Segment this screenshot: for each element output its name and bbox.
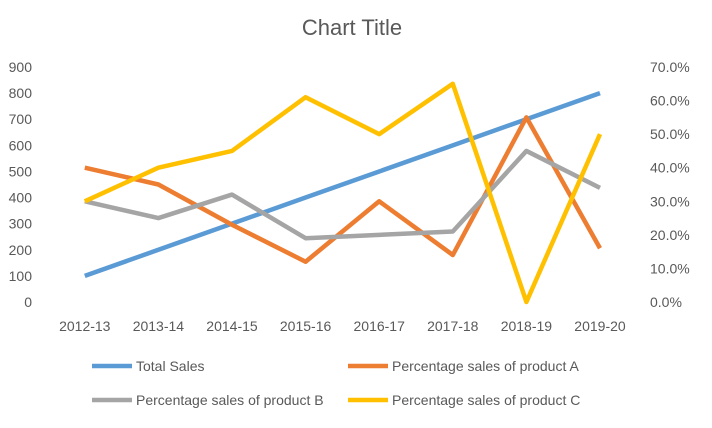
- x-tick-label: 2015-16: [280, 318, 332, 334]
- y-right-tick-label: 40.0%: [650, 160, 690, 176]
- x-tick-label: 2018-19: [501, 318, 553, 334]
- y-right-tick-label: 20.0%: [650, 227, 690, 243]
- legend-item: Total Sales: [92, 358, 204, 374]
- y-left-tick-label: 200: [9, 242, 33, 258]
- y-left-tick-label: 400: [9, 190, 33, 206]
- legend-label: Percentage sales of product A: [392, 358, 579, 374]
- y-right-tick-label: 30.0%: [650, 193, 690, 209]
- y-left-tick-label: 300: [9, 216, 33, 232]
- chart-title: Chart Title: [302, 15, 402, 40]
- y-right-tick-label: 0.0%: [650, 294, 682, 310]
- legend-label: Percentage sales of product C: [392, 392, 580, 408]
- legend-item: Percentage sales of product C: [348, 392, 580, 408]
- y-right-tick-label: 70.0%: [650, 59, 690, 75]
- y-left-tick-label: 700: [9, 111, 33, 127]
- legend-item: Percentage sales of product B: [92, 392, 324, 408]
- x-tick-label: 2012-13: [59, 318, 111, 334]
- y-left-tick-label: 600: [9, 137, 33, 153]
- legend-item: Percentage sales of product A: [348, 358, 579, 374]
- x-tick-label: 2017-18: [427, 318, 479, 334]
- series-line-percentage-sales-of-product-b: [85, 151, 600, 238]
- y-right-tick-label: 60.0%: [650, 93, 690, 109]
- series-line-percentage-sales-of-product-c: [85, 84, 600, 302]
- x-tick-label: 2016-17: [354, 318, 406, 334]
- series-line-percentage-sales-of-product-a: [85, 117, 600, 261]
- y-right-tick-label: 10.0%: [650, 260, 690, 276]
- x-tick-label: 2013-14: [133, 318, 185, 334]
- y-right-tick-label: 50.0%: [650, 126, 690, 142]
- y-left-tick-label: 800: [9, 85, 33, 101]
- legend-label: Total Sales: [136, 358, 204, 374]
- x-tick-label: 2019-20: [574, 318, 626, 334]
- y-left-tick-label: 900: [9, 59, 33, 75]
- y-left-tick-label: 0: [24, 294, 32, 310]
- y-left-tick-label: 500: [9, 163, 33, 179]
- legend-label: Percentage sales of product B: [136, 392, 324, 408]
- x-tick-label: 2014-15: [206, 318, 258, 334]
- y-left-tick-label: 100: [9, 268, 33, 284]
